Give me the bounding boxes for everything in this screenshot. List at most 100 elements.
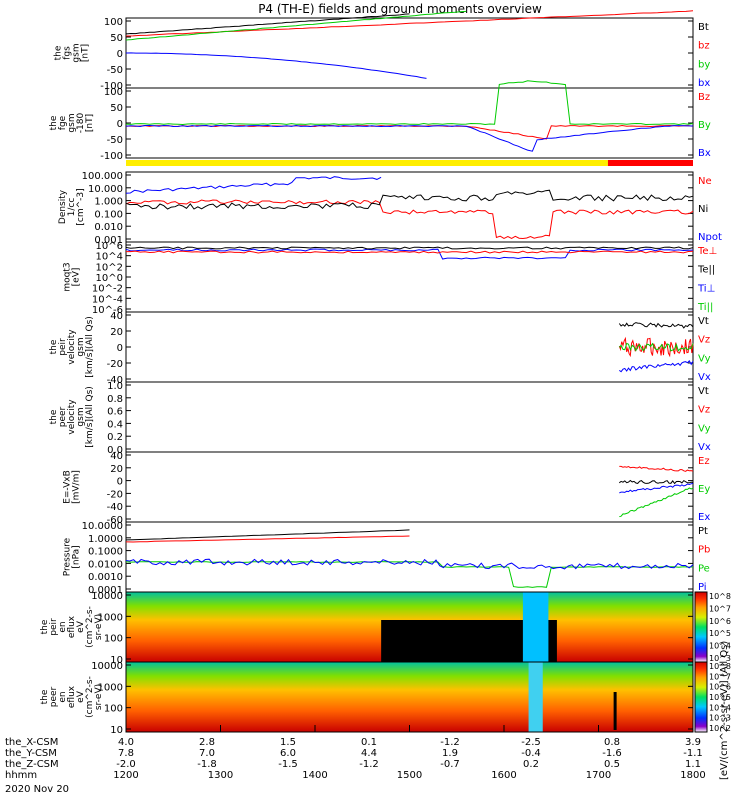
y-tick-label: 0.010 — [94, 222, 123, 233]
y-axis-label-line: [km/s](All Qs) — [85, 316, 95, 378]
colorbar-tick: 10^7 — [709, 604, 731, 613]
series-vx — [619, 359, 694, 373]
panel-5: 40 20 0 -20 -40 the peir velocity gsm [km/s](All … — [49, 311, 711, 386]
y-tick-label: 20 — [110, 464, 123, 475]
x-tick-label-time: 1600 — [491, 770, 516, 781]
y-tick-label: 0.0100 — [88, 559, 123, 570]
y-axis-label-line: the — [49, 115, 59, 130]
colorbar-tick: 10^6 — [709, 683, 731, 692]
y-axis-label-line: (cm^2-s- — [85, 676, 95, 718]
y-axis-label: the peer en eflux eV (cm^2-s-sr-eV) — [40, 676, 104, 718]
band — [528, 662, 543, 732]
status-bar-red — [607, 160, 693, 166]
y-axis-label-line: gsm — [67, 113, 77, 132]
x-tick-label: 1.5 — [280, 737, 296, 748]
y-tick-label: -40 — [107, 502, 123, 513]
y-tick-label: 0.0 — [107, 445, 123, 456]
y-axis-label-line: [nT] — [81, 44, 91, 62]
y-tick-label: 1.0 — [107, 381, 123, 392]
y-tick-label: 10 — [110, 725, 123, 736]
y-tick-label: 0 — [117, 119, 123, 130]
status-bar-yellow — [126, 160, 608, 166]
x-tick-label: 1.9 — [442, 748, 458, 759]
legend-ne: Ne — [698, 176, 712, 187]
legend-vt: Vt — [698, 386, 709, 397]
y-axis-label-line: moqt3 — [63, 262, 73, 291]
series-by — [125, 80, 694, 126]
panel-10: 10000 1000 100 10 the peer en eflux eV (cm^2-s-sr… — [40, 661, 731, 736]
y-axis-label-line: fge — [58, 115, 68, 130]
colorbar — [694, 591, 708, 663]
y-tick-label: 0.1000 — [88, 547, 123, 558]
x-row-label: the_X-CSM — [5, 737, 58, 748]
y-axis-label-line: the — [49, 339, 59, 354]
colorbar-tick: 10^8 — [709, 662, 731, 671]
y-axis-label: the peir velocity gsm [km/s](All Qs) — [49, 316, 95, 378]
y-tick-label: -20 — [107, 489, 123, 500]
y-tick-label: 40 — [110, 311, 123, 322]
x-tick-label: 1.1 — [685, 759, 701, 770]
y-tick-label: 10^-4 — [92, 294, 123, 305]
x-tick-label: -0.4 — [521, 748, 541, 759]
colorbar-tick: 10^6 — [709, 617, 731, 626]
x-row-label: the_Z-CSM — [5, 759, 59, 770]
x-tick-label: 0.1 — [361, 737, 377, 748]
legend-ez: Ez — [698, 456, 710, 467]
y-tick-label: 0 — [117, 477, 123, 488]
y-tick-label: 100 — [104, 87, 123, 98]
legend-vz: Vz — [698, 335, 710, 346]
y-axis-label-line: the — [54, 45, 64, 60]
y-axis-label-line: (cm^2-s- — [85, 606, 95, 648]
panel-9: 10000 1000 100 10 the peir en eflux eV (cm^2-s-sr… — [40, 591, 731, 666]
legend-vx: Vx — [698, 372, 711, 383]
legend-pi: Pi — [698, 582, 707, 593]
x-tick-label: -1.1 — [683, 748, 703, 759]
x-tick-label: 6.0 — [280, 748, 296, 759]
y-axis-label-line: [cm^-3] — [76, 188, 86, 225]
y-tick-label: 0 — [117, 49, 123, 60]
legend-npot: Npot — [698, 232, 722, 243]
legend-te: Te|| — [697, 265, 715, 276]
y-axis-label-line: eflux — [67, 685, 77, 708]
x-tick-label-time: 1800 — [680, 770, 705, 781]
y-axis-label-line: sr-eV) — [94, 684, 104, 710]
x-tick-label-time: 1200 — [113, 770, 138, 781]
colorbar-label: [eV/(cm^2-s-sr-eV)] (All Qs) — [719, 641, 730, 780]
y-tick-label: 100 — [104, 704, 123, 715]
legend-ey: Ey — [698, 484, 710, 495]
y-axis-label-line: the — [49, 409, 59, 424]
y-axis-label-line: gsm — [76, 407, 86, 426]
colorbar-tick: 10^2 — [709, 724, 731, 733]
y-axis-label-line: [eV] — [72, 268, 82, 287]
y-axis-label-line: eflux — [67, 615, 77, 638]
y-tick-label: -50 — [107, 65, 123, 76]
series-ex — [619, 482, 694, 494]
panel-8: 10.0000 1.0000 0.10000.0100 0.0010 0.0001 Pre… — [63, 521, 711, 596]
y-axis-label-line: E=-VxB — [63, 470, 73, 504]
series-noise — [618, 479, 694, 485]
legend-bx: Bx — [698, 148, 711, 159]
legend-vy: Vy — [698, 423, 711, 434]
panel-7: 40 20 0-20 -40 -60 E=-VxB [mV/m] Ez Ey Ex — [63, 451, 711, 526]
y-tick-label: 0.0001 — [88, 585, 123, 596]
y-tick-label: 10^4 — [96, 252, 123, 263]
x-tick-label: -1.5 — [278, 759, 298, 770]
y-axis-label-line: [nT] — [85, 114, 95, 132]
legend-by: By — [698, 120, 711, 131]
y-axis-label-line: en — [58, 621, 68, 632]
y-axis-label-line: sr-eV) — [94, 614, 104, 640]
colorbar — [694, 661, 708, 733]
x-tick-label: 0.2 — [523, 759, 539, 770]
x-tick-label: -1.2 — [359, 759, 379, 770]
panel-frame — [125, 311, 694, 383]
series-by — [125, 10, 467, 41]
y-axis-label-line: 1/cc — [67, 198, 77, 217]
series-npot — [125, 176, 382, 194]
series-vy — [618, 342, 694, 352]
y-tick-label: 10000 — [91, 661, 123, 672]
x-tick-label: 0.5 — [604, 759, 620, 770]
panel-2: 100 50 0 -50 -100 the fge gsm -180 [nT] Bz By Bx — [49, 80, 711, 166]
legend-ex: Ex — [698, 512, 710, 523]
y-axis-label-line: the — [40, 689, 50, 704]
